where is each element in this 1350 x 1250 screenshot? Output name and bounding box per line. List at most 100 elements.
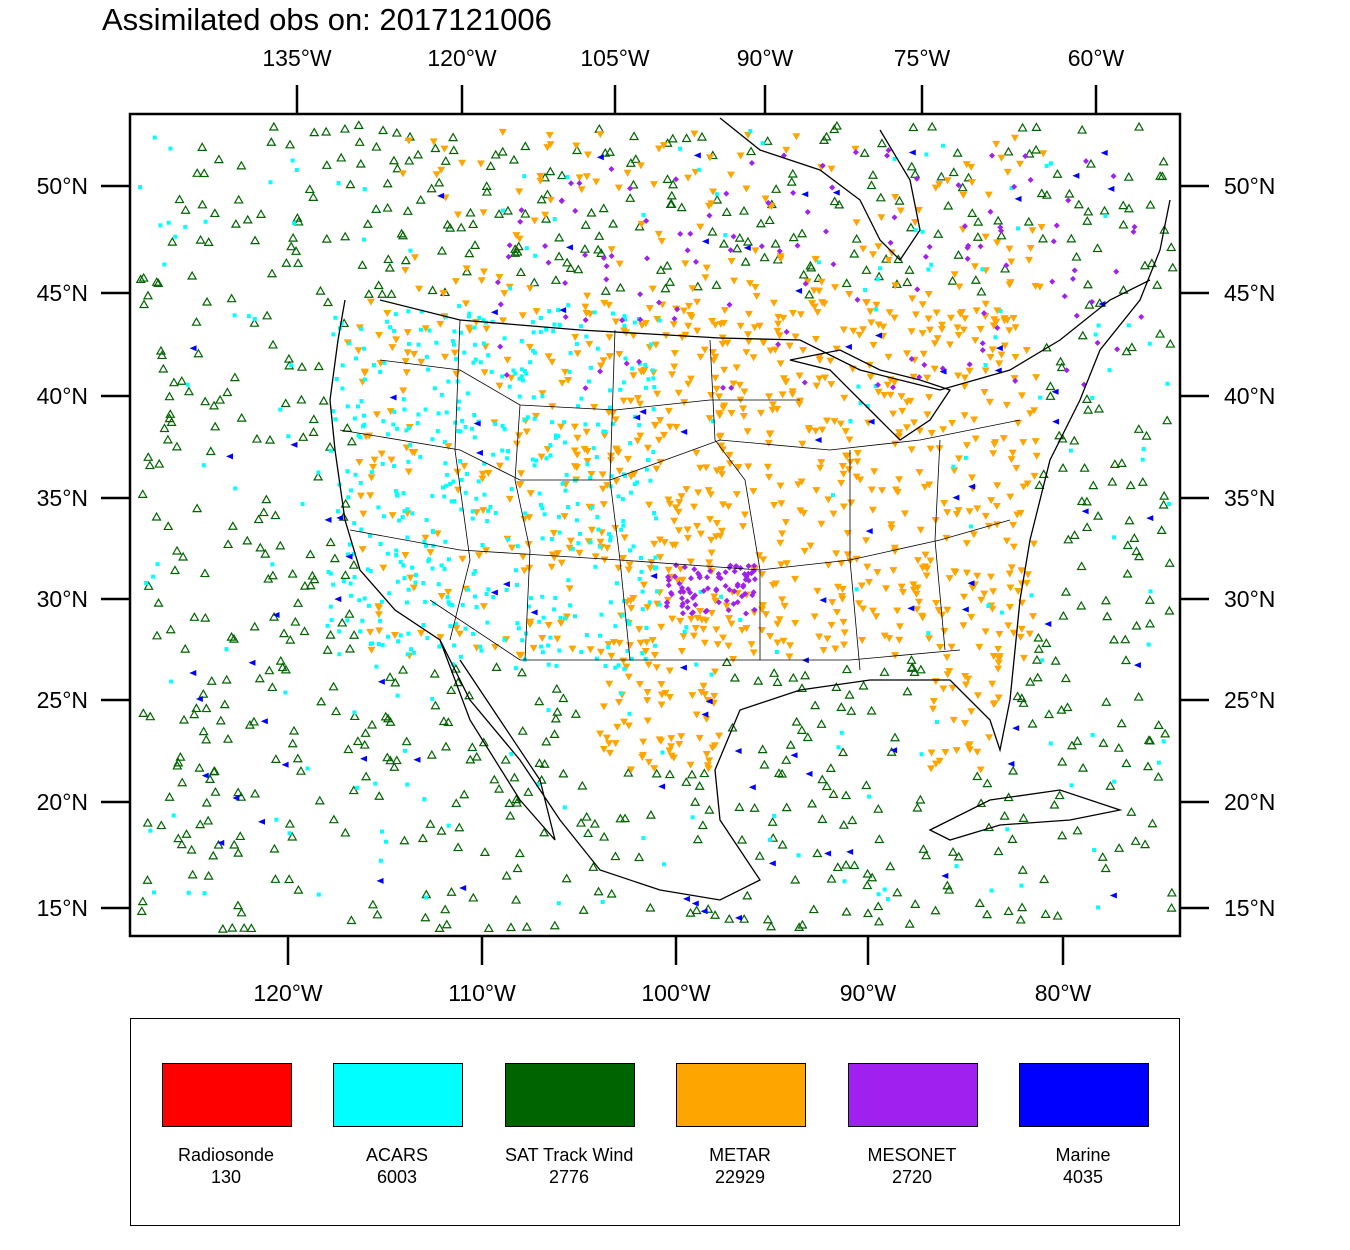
acars-obs [369,470,374,475]
metar-obs [1025,630,1034,638]
sat-wind-obs [198,726,209,736]
sat-wind-obs [634,852,645,862]
metar-obs [484,469,493,477]
sat-wind-obs [266,268,278,278]
acars-obs [919,752,924,757]
acars-obs [629,656,634,661]
marine-obs [961,606,969,613]
metar-obs [1017,392,1026,400]
metar-obs [499,317,508,325]
metar-obs [989,653,998,661]
metar-obs [932,309,941,317]
metar-obs [838,585,847,593]
acars-obs [619,691,624,696]
sat-wind-obs [908,122,919,132]
acars-obs [546,643,551,648]
sat-wind-obs [953,851,964,861]
acars-obs [514,582,519,587]
mesonet-obs [725,607,732,614]
metar-obs [518,312,527,320]
sat-wind-obs [710,910,721,919]
sat-wind-obs [191,703,202,713]
metar-obs [653,315,662,323]
acars-obs [1093,332,1098,337]
metar-obs [684,322,693,330]
mesonet-obs [783,328,790,335]
metar-obs [761,195,770,203]
metar-obs [707,392,716,400]
metar-obs [981,233,990,241]
sat-wind-obs [665,199,676,209]
marine-obs [890,747,898,754]
sat-wind-obs [805,260,816,270]
metar-obs [811,427,820,435]
sat-wind-obs [210,421,221,431]
metar-obs [580,445,589,453]
metar-obs [744,131,753,139]
metar-obs [973,505,982,513]
metar-obs [740,388,749,396]
mesonet-obs [679,610,686,617]
acars-obs [388,325,393,330]
metar-obs [652,664,661,672]
sat-wind-obs [321,126,332,136]
metar-obs [476,160,485,168]
top-tick-label: 75°W [894,45,951,71]
metar-obs [995,653,1004,661]
acars-obs [335,509,340,514]
mesonet-obs [663,603,670,610]
metar-obs [985,734,994,742]
sat-wind-obs [208,766,219,776]
sat-wind-obs [1082,279,1093,289]
mesonet-obs [643,217,650,224]
marine-obs [195,696,203,703]
metar-obs [358,546,367,554]
sat-wind-obs [599,831,610,841]
metar-obs [777,561,786,569]
sat-wind-obs [367,719,378,729]
metar-obs [726,171,735,179]
sat-wind-obs [838,747,849,757]
metar-obs [598,471,607,479]
sat-wind-obs [681,133,692,143]
acars-obs [993,335,998,340]
sat-wind-obs [831,682,842,691]
acars-obs [362,186,367,191]
acars-obs [1068,448,1073,453]
acars-obs [613,665,618,670]
sat-wind-obs [299,626,310,636]
mesonet-obs [704,585,711,592]
mesonet-obs [1065,197,1072,204]
mesonet-obs [679,603,686,610]
metar-obs [572,142,581,150]
metar-obs [665,747,674,755]
metar-obs [796,507,805,515]
acars-obs [408,442,413,447]
sat-wind-obs [766,921,777,931]
left-tick-label: 20°N [37,789,88,815]
acars-obs [410,565,415,570]
metar-obs [668,371,677,379]
acars-obs [392,409,397,414]
sat-wind-obs [1017,122,1028,132]
metar-obs [980,590,989,598]
metar-obs [816,464,825,472]
sat-wind-obs [344,608,355,618]
metar-obs [421,534,430,542]
metar-obs [994,694,1003,702]
sat-wind-obs [651,768,662,778]
sat-wind-obs [615,282,626,292]
mesonet-obs [804,209,811,216]
metar-obs [915,598,924,606]
acars-obs [767,837,772,842]
acars-obs [446,600,451,605]
metar-obs [401,358,410,366]
acars-obs [337,629,342,634]
sat-wind-obs [386,289,397,298]
metar-obs [657,237,666,245]
legend-count: 22929 [714,1167,766,1187]
sat-wind-obs [1045,391,1056,400]
metar-obs [981,367,990,375]
metar-obs [670,349,679,357]
acars-obs [439,563,444,568]
